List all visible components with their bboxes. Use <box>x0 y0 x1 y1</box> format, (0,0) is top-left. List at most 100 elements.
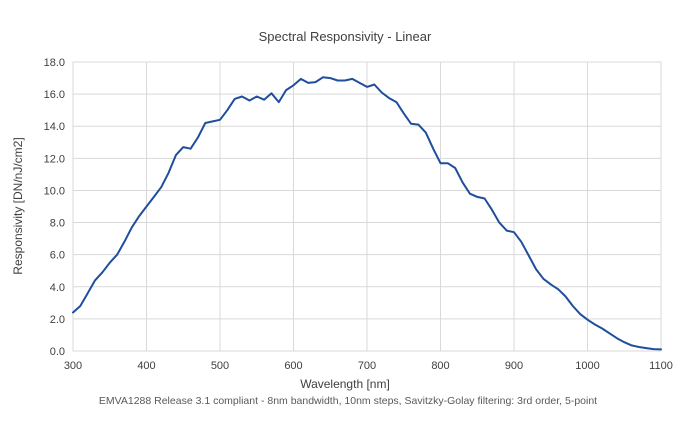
data-point <box>219 119 221 121</box>
data-point <box>542 278 544 280</box>
series-layer <box>72 76 662 351</box>
responsivity-series-line <box>72 76 662 351</box>
y-tick-label: 12.0 <box>44 153 65 165</box>
data-point <box>278 101 280 103</box>
data-point <box>587 319 589 321</box>
data-point <box>572 305 574 307</box>
x-tick-labels: 300 400 500 600 700 800 900 1000 1100 <box>64 360 673 372</box>
data-point <box>160 186 162 188</box>
x-tick-label: 300 <box>64 360 82 372</box>
data-point <box>79 305 81 307</box>
data-point <box>87 292 89 294</box>
data-point <box>645 347 647 349</box>
y-axis-title: Responsivity [DN/nJ/cm2] <box>11 137 25 274</box>
data-point <box>168 172 170 174</box>
data-point <box>175 154 177 156</box>
data-point <box>241 96 243 98</box>
y-tick-label: 4.0 <box>50 282 65 294</box>
x-tick-label: 1000 <box>575 360 599 372</box>
data-point <box>351 78 353 80</box>
data-point <box>307 82 309 84</box>
data-point <box>550 283 552 285</box>
y-tick-label: 10.0 <box>44 185 65 197</box>
data-point <box>660 348 662 350</box>
data-point <box>557 288 559 290</box>
data-point <box>388 97 390 99</box>
data-point <box>565 295 567 297</box>
data-point <box>506 230 508 232</box>
x-tick-label: 800 <box>431 360 449 372</box>
data-point <box>285 89 287 91</box>
data-point <box>293 84 295 86</box>
data-point <box>322 76 324 78</box>
data-point <box>337 80 339 82</box>
data-point <box>204 122 206 124</box>
data-point <box>226 109 228 111</box>
data-point <box>601 328 603 330</box>
data-point <box>329 77 331 79</box>
data-point <box>579 313 581 315</box>
y-tick-label: 0.0 <box>50 346 65 358</box>
data-point <box>491 209 493 211</box>
data-point <box>417 124 419 126</box>
data-point <box>72 312 74 314</box>
data-point <box>373 84 375 86</box>
data-point <box>248 100 250 102</box>
y-tick-label: 8.0 <box>50 218 65 230</box>
y-tick-label: 18.0 <box>44 57 65 69</box>
y-tick-labels: 0.0 2.0 4.0 6.0 8.0 10.0 12.0 14.0 16.0 18.0 <box>44 57 65 358</box>
data-point <box>94 279 96 281</box>
data-point <box>197 137 199 139</box>
data-point <box>315 81 317 83</box>
data-point <box>182 146 184 148</box>
gridlines <box>72 61 662 352</box>
x-tick-label: 1100 <box>649 360 673 372</box>
data-point <box>447 162 449 164</box>
x-tick-label: 500 <box>211 360 229 372</box>
chart-title: Spectral Responsivity - Linear <box>259 29 432 44</box>
x-tick-label: 600 <box>284 360 302 372</box>
data-point <box>498 222 500 224</box>
y-tick-label: 14.0 <box>44 121 65 133</box>
x-axis-title: Wavelength [nm] <box>300 377 390 391</box>
data-point <box>138 215 140 217</box>
y-tick-label: 16.0 <box>44 89 65 101</box>
data-point <box>271 92 273 94</box>
data-point <box>359 82 361 84</box>
data-point <box>484 198 486 200</box>
data-point <box>469 193 471 195</box>
data-point <box>146 206 148 208</box>
data-point <box>638 346 640 348</box>
x-tick-label: 900 <box>505 360 523 372</box>
data-point <box>109 262 111 264</box>
data-point <box>403 112 405 114</box>
data-point <box>366 86 368 88</box>
y-tick-label: 6.0 <box>50 250 65 262</box>
data-point <box>653 348 655 350</box>
data-point <box>476 196 478 198</box>
data-point <box>528 255 530 257</box>
data-point <box>454 167 456 169</box>
data-point <box>153 196 155 198</box>
data-point <box>344 80 346 82</box>
data-point <box>425 132 427 134</box>
data-point <box>263 99 265 101</box>
data-point <box>631 344 633 346</box>
x-tick-label: 400 <box>137 360 155 372</box>
data-point <box>234 98 236 100</box>
data-point <box>131 226 133 228</box>
data-point <box>616 337 618 339</box>
data-point <box>520 241 522 243</box>
y-tick-label: 2.0 <box>50 314 65 326</box>
data-point <box>513 231 515 233</box>
data-point <box>410 123 412 125</box>
data-point <box>212 120 214 122</box>
data-point <box>432 148 434 150</box>
data-point <box>381 92 383 94</box>
x-tick-label: 700 <box>358 360 376 372</box>
footnote: EMVA1288 Release 3.1 compliant - 8nm ban… <box>99 395 597 407</box>
data-point <box>116 254 118 256</box>
data-point <box>300 78 302 80</box>
